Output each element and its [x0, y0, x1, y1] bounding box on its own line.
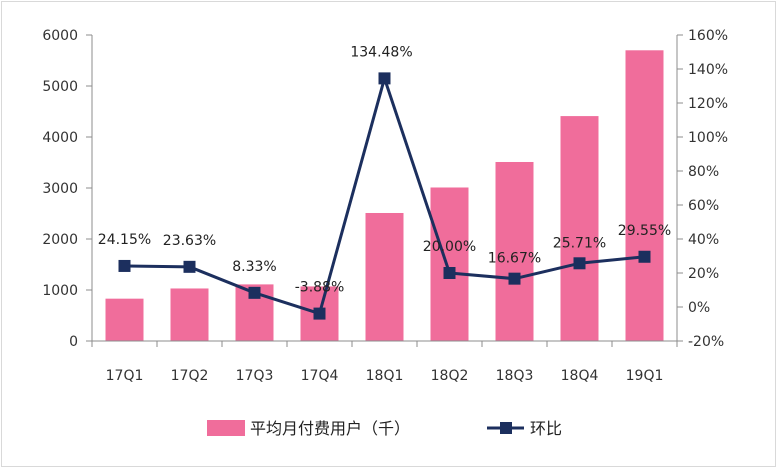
- data-label-18Q3: 16.67%: [488, 251, 541, 267]
- right-tick-label: -20%: [688, 334, 724, 350]
- left-tick-label: 4000: [42, 130, 78, 146]
- category-label: 17Q2: [171, 368, 209, 384]
- data-label-19Q1: 29.55%: [618, 223, 671, 239]
- right-axis-ticks: -20% 0% 20% 40% 60% 80% 100% 120% 140% 160%: [677, 28, 728, 350]
- right-tick-label: 20%: [688, 266, 719, 282]
- bar-17Q1: [105, 298, 144, 341]
- bar-19Q1: [625, 50, 664, 342]
- right-tick-label: 120%: [688, 96, 728, 112]
- bar-17Q2: [170, 288, 209, 341]
- line-point-17Q1: [118, 259, 131, 272]
- left-tick-label: 0: [69, 334, 78, 350]
- line-point-19Q1: [638, 250, 651, 263]
- category-label: 18Q2: [431, 368, 469, 384]
- category-label: 18Q1: [366, 368, 404, 384]
- bar-18Q3: [495, 161, 534, 341]
- legend-line-label: 环比: [530, 419, 562, 438]
- category-label: 17Q1: [106, 368, 144, 384]
- data-label-18Q1: 134.48%: [350, 44, 412, 60]
- category-label: 17Q3: [236, 368, 274, 384]
- right-tick-label: 0%: [688, 300, 710, 316]
- line-point-17Q2: [183, 260, 196, 273]
- left-tick-label: 5000: [42, 79, 78, 95]
- left-tick-label: 1000: [42, 283, 78, 299]
- data-labels-layer: 24.15% 23.63% 8.33% -3.88% 134.48% 20.00% 16.6…: [98, 44, 671, 295]
- category-label: 17Q4: [301, 368, 339, 384]
- data-label-17Q2: 23.63%: [163, 233, 216, 249]
- legend-line-marker: [500, 422, 512, 434]
- data-label-17Q1: 24.15%: [98, 232, 151, 248]
- bar-18Q4: [560, 116, 599, 341]
- legend: 平均月付费用户（千） 环比: [207, 419, 562, 438]
- left-tick-label: 6000: [42, 28, 78, 44]
- data-label-17Q4: -3.88%: [295, 280, 345, 296]
- line-point-18Q3: [508, 272, 521, 285]
- right-tick-label: 140%: [688, 62, 728, 78]
- line-point-17Q4: [313, 307, 326, 320]
- data-label-17Q3: 8.33%: [232, 259, 276, 275]
- right-tick-label: 40%: [688, 232, 719, 248]
- line-point-18Q2: [443, 267, 456, 279]
- category-label: 18Q3: [496, 368, 534, 384]
- line-point-17Q3: [248, 286, 261, 299]
- legend-bar-swatch: [207, 420, 245, 436]
- bar-18Q2: [430, 187, 469, 341]
- line-layer: [118, 72, 651, 320]
- right-tick-label: 60%: [688, 198, 719, 214]
- right-tick-label: 160%: [688, 28, 728, 44]
- left-axis-ticks: 0 1000 2000 3000 4000 5000 6000: [42, 28, 92, 350]
- legend-bar-label: 平均月付费用户（千）: [250, 419, 410, 438]
- left-tick-label: 2000: [42, 232, 78, 248]
- data-label-18Q2: 20.00%: [423, 239, 476, 255]
- line-point-18Q4: [573, 257, 586, 270]
- category-label: 18Q4: [561, 368, 599, 384]
- right-tick-label: 100%: [688, 130, 728, 146]
- bars-layer: [105, 50, 664, 342]
- category-label: 19Q1: [626, 368, 664, 384]
- line-point-18Q1: [378, 72, 391, 85]
- bar-18Q1: [365, 212, 404, 341]
- left-tick-label: 3000: [42, 181, 78, 197]
- category-axis-ticks: 17Q1 17Q2 17Q3 17Q4 18Q1 18Q2 18Q3 18Q4 19Q1: [91, 341, 678, 384]
- data-label-18Q4: 25.71%: [553, 235, 606, 251]
- right-tick-label: 80%: [688, 164, 719, 180]
